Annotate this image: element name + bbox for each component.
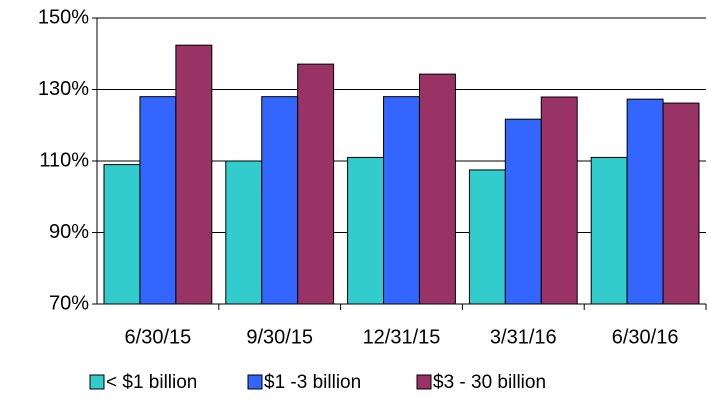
bar xyxy=(261,96,299,305)
legend-label: $1 -3 billion xyxy=(264,372,361,393)
bar xyxy=(540,96,578,305)
bar xyxy=(504,118,542,305)
bar xyxy=(626,98,664,305)
bar xyxy=(662,102,700,305)
legend-swatch xyxy=(247,374,263,390)
legend-label: < $1 billion xyxy=(106,372,197,393)
bar xyxy=(347,156,385,305)
y-tick-label: 90% xyxy=(49,221,89,243)
bar xyxy=(297,63,335,305)
bar xyxy=(139,96,177,305)
y-tick-label: 150% xyxy=(38,6,89,28)
bar xyxy=(175,44,213,305)
legend: < $1 billion $1 -3 billion $3 - 30 billion xyxy=(89,372,546,393)
legend-swatch xyxy=(416,374,432,390)
x-tick-label: 6/30/16 xyxy=(612,326,679,348)
bar xyxy=(590,156,628,305)
legend-label: $3 - 30 billion xyxy=(433,372,546,393)
x-tick-label: 9/30/15 xyxy=(246,326,313,348)
x-tick-label: 6/30/15 xyxy=(125,326,192,348)
x-tick-label: 3/31/16 xyxy=(490,326,557,348)
y-tick-label: 130% xyxy=(38,78,89,100)
bar xyxy=(383,96,420,305)
bar xyxy=(225,160,263,305)
bar xyxy=(103,164,141,305)
y-tick-label: 70% xyxy=(49,292,89,314)
y-tick-label: 110% xyxy=(39,149,89,171)
x-tick-label: 12/31/15 xyxy=(363,326,441,348)
legend-swatch xyxy=(89,374,105,390)
bar xyxy=(468,169,506,305)
bar xyxy=(418,73,456,305)
